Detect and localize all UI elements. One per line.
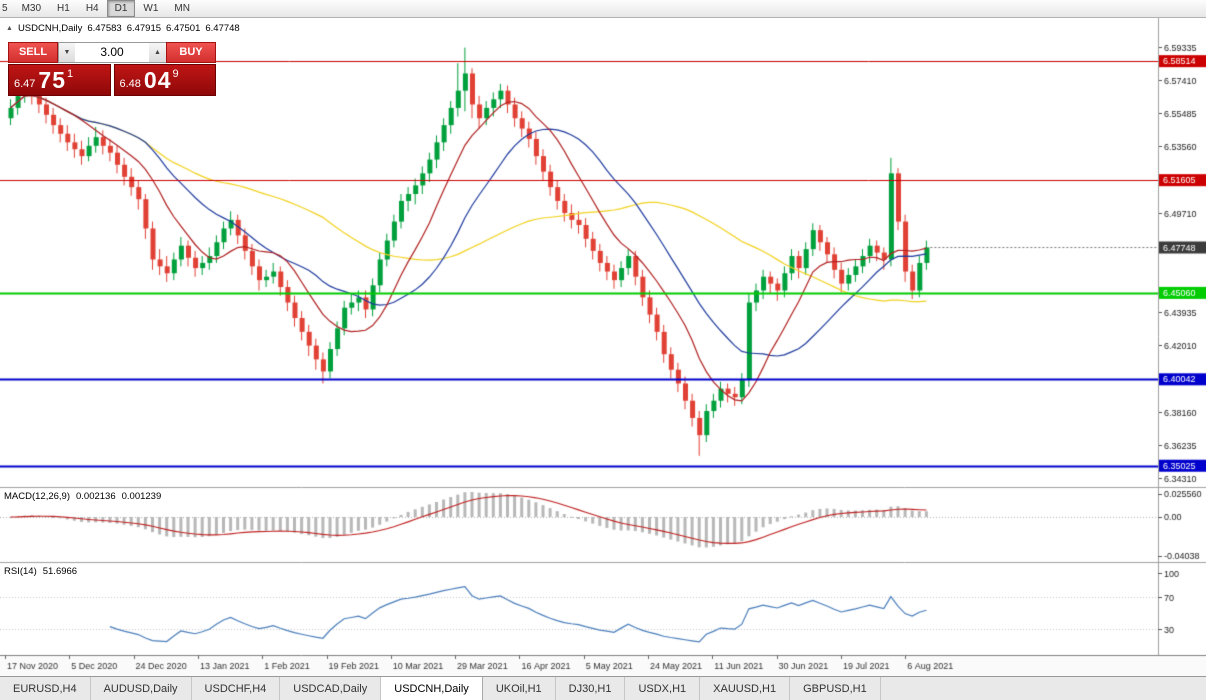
ohlc-open: 6.47583 [87,23,122,34]
rsi-name: RSI(14) [4,566,37,577]
macd-indicator-label: MACD(12,26,9) 0.002136 0.001239 [4,491,161,502]
timeframe-button-d1[interactable]: D1 [106,0,136,17]
timeframe-button-h4[interactable]: H4 [85,3,99,14]
tab-usdx-h1[interactable]: USDX,H1 [625,677,701,700]
tab-usdcad-daily[interactable]: USDCAD,Daily [280,677,382,700]
triangle-up-icon: ▲ [154,49,161,56]
macd-name: MACD(12,26,9) [4,491,70,502]
tab-dj30-h1[interactable]: DJ30,H1 [556,677,626,700]
one-click-trading-panel: SELL ▼ 3.00 ▲ BUY 6.47 75 1 6.48 04 9 [8,42,216,96]
timeframe-button-w1[interactable]: W1 [143,3,159,14]
buy-price-big: 04 [143,67,172,93]
volume-input[interactable]: 3.00 [75,42,149,63]
sell-price-sup: 1 [67,68,74,80]
tab-xauusd-h1[interactable]: XAUUSD,H1 [700,677,791,700]
buy-price-display[interactable]: 6.48 04 9 [113,64,216,96]
sell-button[interactable]: SELL [8,42,58,63]
ohlc-low: 6.47501 [166,23,201,34]
symbol-info-line: ▲ USDCNH,Daily 6.47583 6.47915 6.47501 6… [6,23,240,34]
sell-price-head: 6.47 [14,78,36,90]
sell-price-big: 75 [38,67,67,93]
timeframe-button-m5[interactable]: 5 [2,3,8,14]
tab-ukoil-h1[interactable]: UKOil,H1 [483,677,556,700]
tab-gbpusd-h1[interactable]: GBPUSD,H1 [790,677,881,700]
rsi-value: 51.6966 [42,566,78,577]
volume-decrease-button[interactable]: ▼ [58,42,75,63]
triangle-down-icon: ▼ [63,49,71,56]
timeframe-toolbar: 5 M30 H1 H4 D1 W1 MN [0,0,1206,18]
symbol-period-label: USDCNH,Daily [17,23,83,34]
macd-value: 0.002136 [76,491,116,502]
rsi-indicator-label: RSI(14) 51.6966 [4,566,77,577]
tab-usdchf-h4[interactable]: USDCHF,H4 [192,677,281,700]
volume-increase-button[interactable]: ▲ [149,42,166,63]
ohlc-close: 6.47748 [205,23,240,34]
sell-price-display[interactable]: 6.47 75 1 [8,64,111,96]
collapse-arrow-icon[interactable]: ▲ [6,25,13,32]
timeframe-button-m30[interactable]: M30 [21,3,42,14]
tab-eurusd-h4[interactable]: EURUSD,H4 [0,677,91,700]
tab-audusd-daily[interactable]: AUDUSD,Daily [91,677,192,700]
symbol-tab-bar: EURUSD,H4 AUDUSD,Daily USDCHF,H4 USDCAD,… [0,676,1206,700]
ohlc-high: 6.47915 [126,23,162,34]
buy-price-head: 6.48 [119,78,141,90]
timeframe-button-h1[interactable]: H1 [57,3,70,14]
macd-signal-value: 0.001239 [121,491,162,502]
buy-button[interactable]: BUY [166,42,216,63]
buy-price-sup: 9 [172,68,179,80]
chart-area: ▲ USDCNH,Daily 6.47583 6.47915 6.47501 6… [0,18,1206,676]
price-chart-canvas[interactable] [0,18,1206,676]
timeframe-button-mn[interactable]: MN [174,3,190,14]
tab-usdcnh-daily[interactable]: USDCNH,Daily [381,677,483,700]
